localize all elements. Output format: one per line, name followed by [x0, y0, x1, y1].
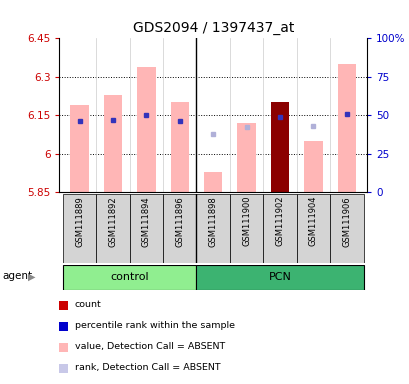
Bar — [163, 194, 196, 263]
Title: GDS2094 / 1397437_at: GDS2094 / 1397437_at — [132, 21, 293, 35]
Text: rank, Detection Call = ABSENT: rank, Detection Call = ABSENT — [74, 363, 220, 372]
Text: GSM111894: GSM111894 — [142, 196, 151, 247]
Text: percentile rank within the sample: percentile rank within the sample — [74, 321, 234, 330]
Bar — [263, 194, 296, 263]
Text: count: count — [74, 300, 101, 309]
Text: control: control — [110, 272, 148, 283]
Text: agent: agent — [2, 271, 32, 281]
Bar — [329, 194, 363, 263]
Text: PCN: PCN — [268, 272, 291, 283]
Bar — [137, 66, 155, 192]
Text: GSM111898: GSM111898 — [208, 196, 217, 247]
Text: GSM111902: GSM111902 — [275, 196, 284, 247]
Bar — [96, 194, 129, 263]
Bar — [63, 265, 196, 290]
Bar — [337, 64, 355, 192]
Text: value, Detection Call = ABSENT: value, Detection Call = ABSENT — [74, 342, 224, 351]
Bar — [170, 103, 189, 192]
Text: GSM111900: GSM111900 — [242, 196, 250, 247]
Text: GSM111892: GSM111892 — [108, 196, 117, 247]
Bar — [129, 194, 163, 263]
Bar — [270, 103, 288, 192]
Text: ▶: ▶ — [28, 271, 35, 281]
Bar — [196, 194, 229, 263]
Bar — [196, 265, 363, 290]
Text: GSM111889: GSM111889 — [75, 196, 84, 247]
Bar — [70, 105, 88, 192]
Bar — [204, 172, 222, 192]
Text: GSM111906: GSM111906 — [342, 196, 351, 247]
Text: GSM111904: GSM111904 — [308, 196, 317, 247]
Text: GSM111896: GSM111896 — [175, 196, 184, 247]
Bar — [229, 194, 263, 263]
Bar — [237, 123, 255, 192]
Bar — [103, 95, 122, 192]
Bar — [296, 194, 329, 263]
Bar — [303, 141, 322, 192]
Bar — [63, 194, 96, 263]
